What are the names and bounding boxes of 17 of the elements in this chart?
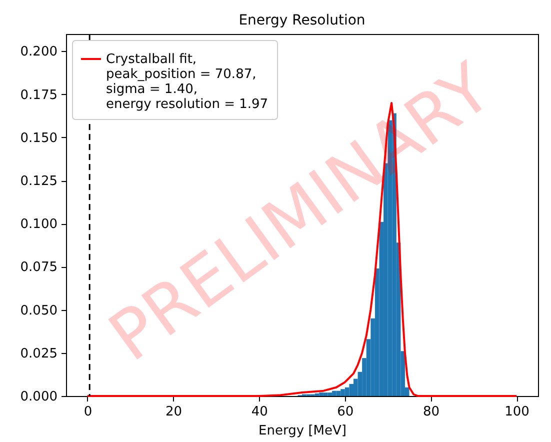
y-tick-label: 0.050 (20, 303, 58, 318)
y-tick-label: 0.025 (20, 346, 58, 362)
x-tick-label: 80 (422, 404, 440, 420)
y-tick-label: 0.000 (20, 390, 58, 404)
y-tick-label: 0.075 (20, 260, 58, 276)
y-tick-label: 0.175 (20, 88, 58, 103)
x-tick-label: 0 (84, 404, 92, 420)
x-tick-label: 40 (251, 404, 268, 420)
x-axis-title: Energy [MeV] (258, 424, 346, 438)
chart-title: Energy Resolution (238, 12, 366, 28)
x-tick-label: 100 (504, 404, 530, 420)
x-tick-label: 60 (337, 404, 354, 420)
y-tick-label: 0.100 (20, 217, 58, 232)
y-tick-label: 0.125 (20, 174, 58, 190)
y-tick-label: 0.150 (20, 130, 58, 146)
y-tick-label: 0.200 (20, 44, 58, 60)
x-tick-label: 20 (166, 404, 182, 420)
